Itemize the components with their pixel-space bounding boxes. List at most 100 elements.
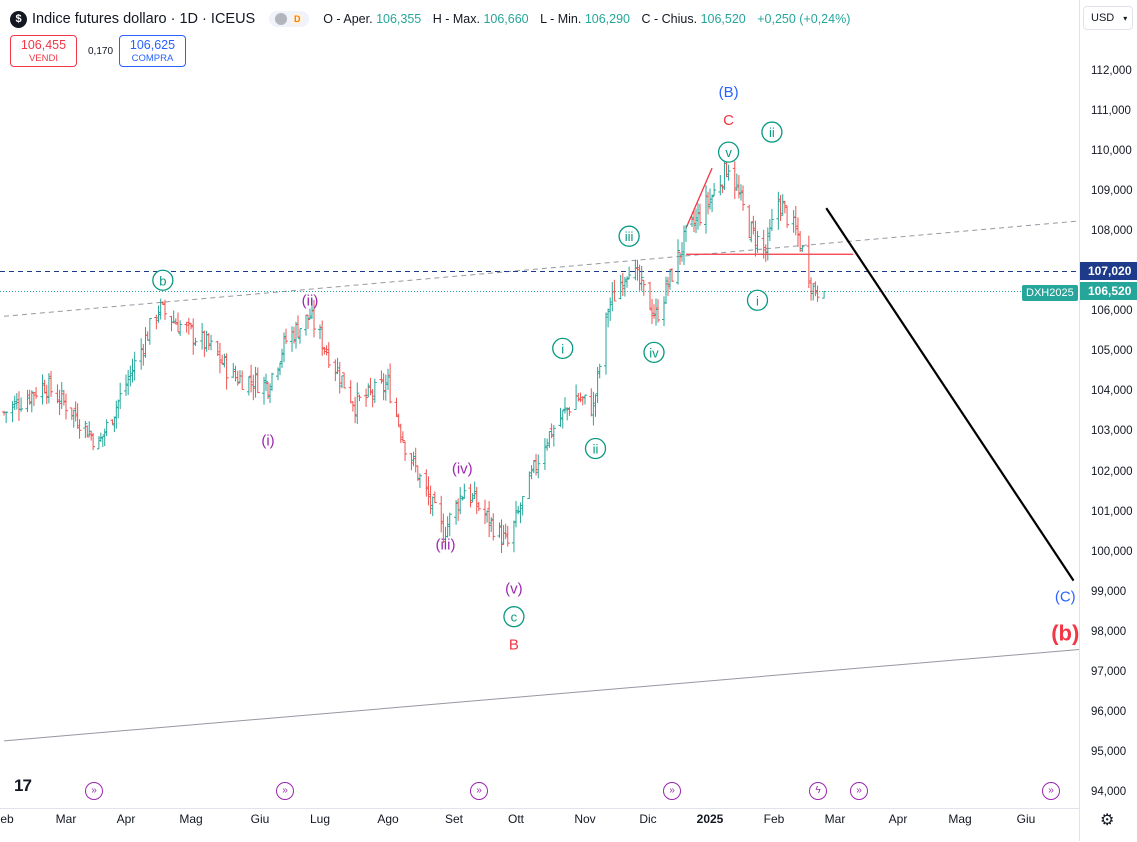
symbol-tag: DXH2025 <box>1022 285 1078 301</box>
buy-button[interactable]: 106,625 COMPRA <box>119 35 186 67</box>
time-tick: Lug <box>309 812 331 826</box>
ohlc-high-value: 106,660 <box>483 12 529 26</box>
price-tick: 111,000 <box>1091 105 1131 118</box>
event-arrow-icon[interactable]: » <box>470 782 488 800</box>
currency-label: USD <box>1091 12 1115 24</box>
price-tick: 94,000 <box>1091 785 1127 798</box>
event-arrow-icon[interactable]: » <box>850 782 868 800</box>
wave-label-1: (ii) <box>302 292 319 309</box>
time-tick: Feb <box>763 812 785 826</box>
price-tick: 103,000 <box>1091 425 1133 438</box>
time-tick: Mag <box>179 812 203 826</box>
wave-label-0: b <box>159 273 166 288</box>
market-status-icon <box>275 13 288 25</box>
wave-label-11: iv <box>649 345 659 360</box>
ohlc-change-value: +0,250 (+0,24%) <box>757 12 851 26</box>
chart-title[interactable]: Indice futures dollaro · 1D · ICEUS <box>32 11 256 27</box>
price-tick: 98,000 <box>1091 625 1127 638</box>
trend-line-0 <box>3 220 1079 317</box>
wave-label-7: B <box>509 637 519 654</box>
wave-label-8: i <box>561 341 564 356</box>
event-arrow-icon[interactable]: » <box>663 782 681 800</box>
wave-label-14: v <box>725 145 732 160</box>
time-tick: Nov <box>574 812 596 826</box>
trend-line-2 <box>685 167 713 229</box>
dollar-symbol-icon[interactable]: $ <box>10 10 27 28</box>
wave-label-13: C <box>723 112 734 129</box>
time-tick: Set <box>444 812 464 826</box>
buy-price: 106,625 <box>129 38 176 52</box>
price-tick: 96,000 <box>1091 705 1127 718</box>
wave-label-circle <box>643 341 665 364</box>
ohlc-readout: O - Aper. 106,355 H - Max. 106,660 L - M… <box>323 12 850 26</box>
price-tick: 105,000 <box>1091 345 1133 358</box>
projection-line <box>825 207 1075 582</box>
wave-label-circle <box>717 141 740 163</box>
wave-label-4: (iv) <box>452 460 473 477</box>
price-tick: 102,000 <box>1091 465 1133 478</box>
price-tick: 97,000 <box>1091 665 1127 678</box>
horizontal-line-price-label: 107,020 <box>1080 262 1137 281</box>
wave-label-circle <box>152 269 174 291</box>
chevron-down-icon: ▾ <box>1123 14 1128 23</box>
ohlc-open-value: 106,355 <box>376 12 422 26</box>
wave-label-6: c <box>511 610 518 625</box>
time-tick: Apr <box>888 812 908 826</box>
wave-label-circle <box>761 121 783 143</box>
price-tick: 99,000 <box>1091 585 1127 598</box>
buy-label: COMPRA <box>131 53 174 64</box>
time-tick: Mar <box>824 812 846 826</box>
wave-label-18: (b) <box>1051 621 1079 646</box>
time-tick: 2025 <box>696 812 724 826</box>
event-arrow-icon[interactable]: » <box>1042 782 1060 800</box>
trend-line-1 <box>3 648 1079 742</box>
settings-icon[interactable]: ⚙ <box>1100 812 1115 829</box>
ohlc-close-value: 106,520 <box>700 12 746 26</box>
price-chart[interactable]: b(ii)(i)(iii)(iv)(v)cBiiiiiiiv(B)Cviii(C… <box>0 0 1079 808</box>
price-tick: 106,000 <box>1091 305 1133 318</box>
price-tick: 104,000 <box>1091 385 1133 398</box>
wave-label-2: (i) <box>261 432 274 449</box>
wave-label-16: i <box>756 293 759 308</box>
event-arrow-icon[interactable]: » <box>276 782 294 800</box>
currency-selector[interactable]: USD ▾ <box>1083 6 1133 30</box>
status-tags[interactable]: D <box>269 11 310 27</box>
ohlc-close-label: C - Chius. <box>641 12 698 26</box>
price-tick: 95,000 <box>1091 745 1127 758</box>
wave-label-circle <box>552 337 574 359</box>
wave-label-circle <box>746 289 769 311</box>
time-tick: Giu <box>250 812 270 826</box>
wave-label-5: (v) <box>505 581 523 598</box>
wave-label-9: ii <box>593 441 599 456</box>
price-tick: 108,000 <box>1091 225 1133 238</box>
wave-label-circle <box>503 606 525 628</box>
sell-button[interactable]: 106,455 VENDI <box>10 35 77 67</box>
wave-label-15: ii <box>769 125 775 140</box>
time-axis[interactable] <box>0 808 1079 842</box>
chart-header: $ Indice futures dollaro · 1D · ICEUS D … <box>10 8 850 30</box>
price-tick: 112,000 <box>1091 65 1132 77</box>
time-tick: Dic <box>639 812 657 826</box>
time-tick: Ago <box>377 812 399 826</box>
time-tick: Ott <box>507 812 525 826</box>
delayed-data-badge: D <box>291 13 304 25</box>
time-tick: Giu <box>1016 812 1036 826</box>
price-tick: 101,000 <box>1091 505 1133 518</box>
price-tick: 110,000 <box>1091 145 1132 158</box>
time-tick: Mag <box>948 812 972 826</box>
wave-label-circle <box>618 225 640 247</box>
wave-label-10: iii <box>625 229 634 244</box>
sell-price: 106,455 <box>20 38 67 52</box>
last-price-label: 106,520 <box>1080 282 1137 301</box>
time-tick: Mar <box>55 812 77 826</box>
sell-label: VENDI <box>28 53 59 64</box>
wave-label-circle <box>584 437 607 460</box>
price-tick: 109,000 <box>1091 185 1133 198</box>
price-axis[interactable] <box>1079 0 1137 841</box>
event-arrow-icon[interactable]: » <box>85 782 103 800</box>
tradingview-logo-icon[interactable]: 17 <box>14 776 32 795</box>
ohlc-open-label: O - Aper. <box>323 12 373 26</box>
flash-icon[interactable]: ϟ <box>809 782 827 800</box>
time-tick: eb <box>0 812 14 826</box>
